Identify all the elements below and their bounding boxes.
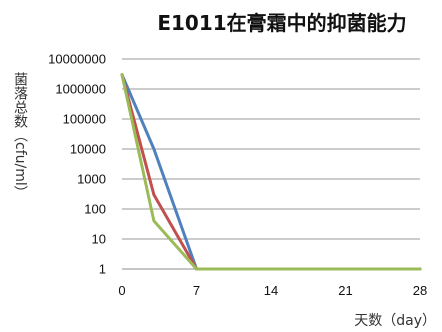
- series-line-2: [120, 73, 422, 271]
- y-tick-label: 100000: [63, 112, 106, 127]
- series-line-1: [120, 73, 422, 271]
- y-tick-label: 1000: [77, 172, 106, 187]
- x-axis-label: 天数（day）: [354, 313, 436, 329]
- y-axis-label: 菌落总数（cfu/ml）: [12, 72, 28, 200]
- series-lines: [120, 73, 422, 271]
- y-tick-label: 10000000: [48, 52, 106, 67]
- x-tick-labels: 0 7 14 21 28: [118, 283, 427, 298]
- y-tick-label: 1: [99, 262, 106, 277]
- y-tick-label: 100: [84, 202, 106, 217]
- x-tick-label: 14: [264, 283, 278, 298]
- y-tick-label: 10000: [70, 142, 106, 157]
- x-tick-label: 0: [118, 283, 125, 298]
- y-tick-labels: 1 10 100 1000 10000 100000 1000000 10000000: [48, 52, 106, 277]
- x-tick-label: 28: [413, 283, 427, 298]
- y-tick-label: 10: [92, 232, 106, 247]
- series-line-3: [120, 73, 422, 271]
- y-tick-label: 1000000: [55, 82, 106, 97]
- chart-title: E1011在膏霜中的抑菌能力: [157, 11, 406, 35]
- x-tick-label: 7: [193, 283, 200, 298]
- x-tick-label: 21: [338, 283, 352, 298]
